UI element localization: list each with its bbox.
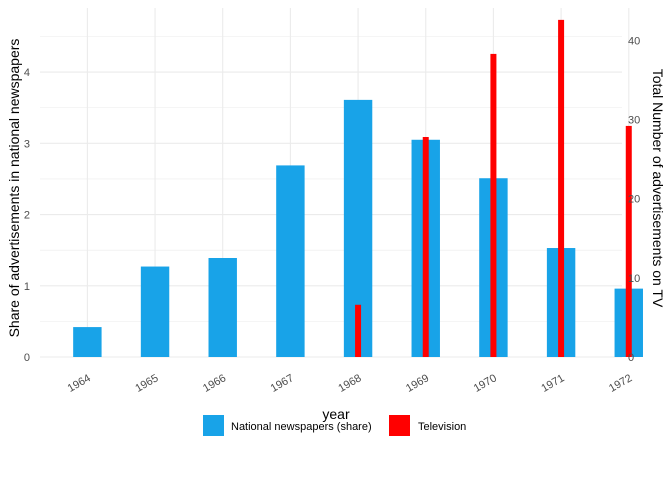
x-axis-title: year [322,406,350,422]
bar-television-1972 [625,125,632,357]
y-axis-right-title: Total Number of advertisements on TV [650,69,666,308]
x-tick-label: 1971 [539,372,566,395]
x-tick-label: 1967 [269,372,296,395]
y-right-tick-label: 10 [628,273,640,285]
legend-label-newspapers: National newspapers (share) [231,421,372,433]
grid [40,8,630,358]
bars [73,19,643,358]
x-tick-label: 1968 [336,372,363,395]
y-left-tick-label: 3 [24,138,30,150]
bar-television-1971 [558,19,565,357]
y-left-tick-label: 2 [24,210,30,222]
x-tick-label: 1965 [133,372,160,395]
y-right-tick-label: 0 [628,352,634,364]
y-left-tick-label: 1 [24,281,30,293]
legend: National newspapers (share) Television [203,415,466,436]
bar-television-1968 [355,304,362,357]
y-right-tick-label: 20 [628,194,640,206]
x-tick-label: 1970 [472,372,499,395]
bar-newspapers-1966 [208,257,237,357]
y-left-tick-label: 0 [24,352,30,364]
legend-key-newspapers [203,415,224,436]
bar-newspapers-1964 [73,327,102,357]
x-tick-label: 1964 [66,372,93,395]
x-tick-label: 1972 [607,372,634,395]
x-tick-label: 1969 [404,372,431,395]
bar-newspapers-1965 [140,266,170,357]
bar-television-1970 [490,53,497,357]
bar-newspapers-1967 [276,165,305,357]
y-left-tick-label: 4 [24,67,30,79]
bar-television-1969 [422,136,429,357]
y-right-tick-label: 40 [628,35,640,47]
x-tick-label: 1966 [201,372,228,395]
legend-label-television: Television [418,421,466,433]
y-axis-left-title: Share of advertisements in national news… [6,39,22,338]
legend-key-television [389,415,410,436]
y-right-tick-label: 30 [628,115,640,127]
